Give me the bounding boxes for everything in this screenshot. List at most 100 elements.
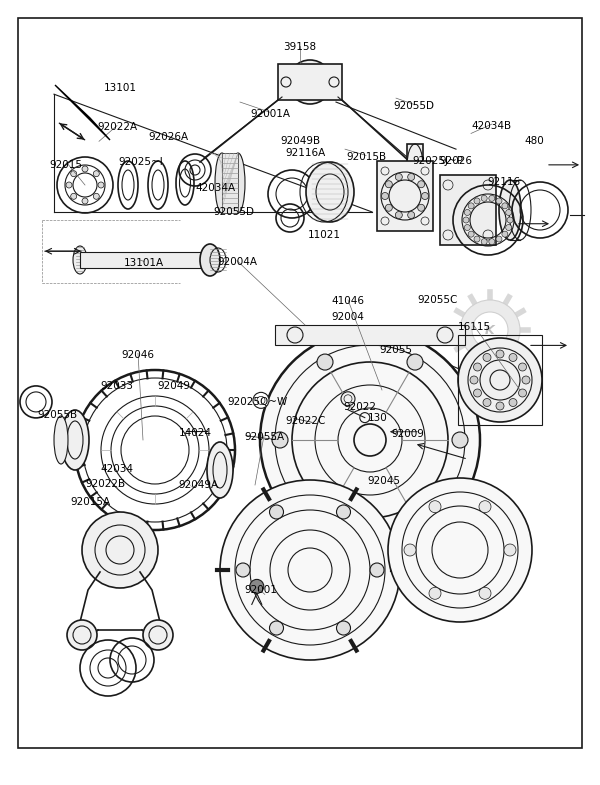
Circle shape (385, 181, 392, 188)
Circle shape (502, 203, 508, 209)
Ellipse shape (231, 153, 245, 213)
Text: 42034A: 42034A (196, 184, 236, 193)
Circle shape (370, 563, 384, 577)
Ellipse shape (306, 162, 354, 222)
Circle shape (479, 501, 491, 513)
Circle shape (317, 354, 333, 370)
Circle shape (472, 312, 508, 348)
Text: 92055: 92055 (380, 345, 413, 355)
Circle shape (388, 478, 532, 622)
Circle shape (260, 330, 480, 550)
Circle shape (143, 620, 173, 650)
Text: 92015: 92015 (49, 160, 83, 170)
Text: 92025Q~W: 92025Q~W (228, 397, 288, 407)
Circle shape (518, 389, 527, 397)
Text: 92026: 92026 (439, 156, 473, 166)
Circle shape (481, 239, 487, 245)
Text: 92026A: 92026A (148, 133, 188, 142)
Circle shape (483, 353, 491, 361)
Circle shape (504, 544, 516, 556)
Circle shape (506, 210, 512, 215)
Circle shape (464, 210, 470, 215)
Circle shape (341, 392, 355, 406)
Text: 42034B: 42034B (472, 121, 512, 130)
Ellipse shape (215, 153, 229, 213)
Circle shape (506, 225, 512, 231)
Circle shape (463, 217, 469, 223)
Circle shape (407, 354, 423, 370)
Circle shape (82, 198, 88, 204)
Circle shape (404, 544, 416, 556)
Bar (440, 175, 496, 245)
Circle shape (473, 389, 481, 397)
Text: 130: 130 (368, 414, 388, 423)
Bar (377, 161, 433, 231)
Text: K: K (485, 323, 495, 337)
Circle shape (288, 60, 332, 104)
Text: 92001A: 92001A (250, 109, 290, 119)
Circle shape (272, 432, 288, 448)
Circle shape (507, 217, 513, 223)
Ellipse shape (200, 244, 220, 276)
Circle shape (67, 620, 97, 650)
Circle shape (489, 239, 495, 245)
Text: 92055A: 92055A (244, 433, 284, 442)
Circle shape (71, 170, 77, 177)
Circle shape (98, 182, 104, 188)
Circle shape (468, 231, 474, 237)
Text: 92116A: 92116A (286, 148, 326, 158)
Circle shape (502, 231, 508, 237)
Text: 11021: 11021 (308, 231, 341, 240)
Circle shape (395, 173, 403, 181)
Ellipse shape (207, 442, 233, 498)
Text: 92022: 92022 (343, 402, 377, 411)
Bar (80, 252, 210, 268)
Circle shape (496, 350, 504, 358)
Circle shape (250, 579, 264, 593)
Ellipse shape (73, 246, 87, 274)
Text: 92015B: 92015B (346, 152, 386, 162)
Circle shape (418, 204, 425, 211)
Circle shape (407, 173, 415, 181)
Circle shape (421, 192, 428, 199)
Circle shape (483, 399, 491, 407)
Bar (407, 144, 423, 188)
Circle shape (479, 587, 491, 599)
Text: 92015A: 92015A (70, 498, 110, 507)
Text: 42034: 42034 (101, 465, 133, 474)
Circle shape (253, 392, 269, 408)
Circle shape (82, 512, 158, 588)
Circle shape (468, 203, 474, 209)
Circle shape (429, 587, 441, 599)
Circle shape (71, 193, 77, 199)
Bar (458, 335, 542, 425)
Circle shape (489, 195, 495, 201)
Circle shape (407, 510, 423, 526)
Text: 92025~I: 92025~I (119, 158, 163, 167)
Text: 92009: 92009 (392, 429, 424, 439)
Text: 92022C: 92022C (286, 416, 326, 425)
Circle shape (470, 376, 478, 384)
Circle shape (429, 501, 441, 513)
Circle shape (82, 166, 88, 172)
Bar (278, 64, 342, 100)
Circle shape (395, 211, 403, 218)
Circle shape (452, 432, 468, 448)
Text: 92004A: 92004A (217, 257, 257, 267)
Text: 92049: 92049 (157, 382, 191, 391)
Circle shape (66, 182, 72, 188)
Circle shape (496, 402, 504, 410)
Circle shape (337, 621, 350, 635)
Text: 92055D: 92055D (214, 207, 254, 217)
Text: 14024: 14024 (179, 428, 212, 437)
Text: 92055D: 92055D (394, 101, 434, 111)
Text: 92025J~P: 92025J~P (413, 156, 464, 166)
Circle shape (474, 198, 480, 204)
Circle shape (509, 353, 517, 361)
Circle shape (509, 399, 517, 407)
Text: 16115: 16115 (457, 323, 491, 332)
Circle shape (518, 363, 527, 371)
Polygon shape (55, 85, 110, 140)
Circle shape (317, 510, 333, 526)
Text: 92055B: 92055B (37, 411, 77, 420)
